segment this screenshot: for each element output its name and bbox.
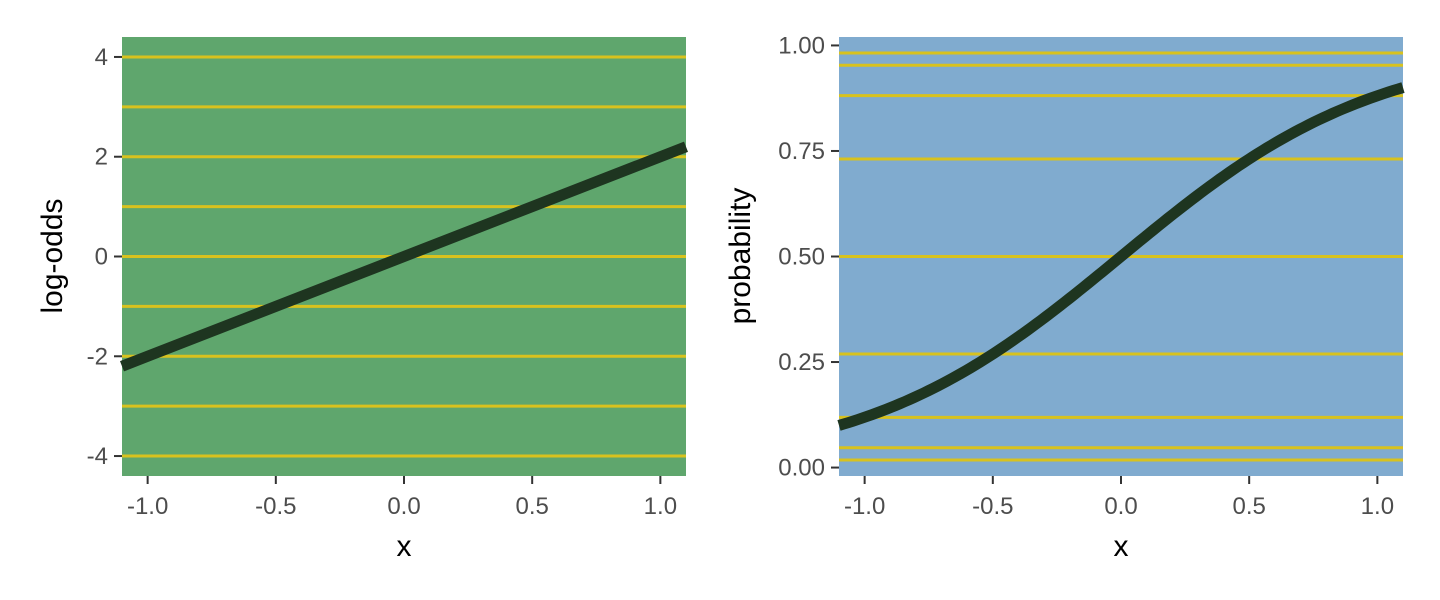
right-y-axis: 0.00 0.25 0.50 0.75 1.00 xyxy=(778,32,839,482)
right-series-line xyxy=(837,82,1405,431)
right-y-tick-label: 0.50 xyxy=(778,244,825,271)
right-chart: 0.00 0.25 0.50 0.75 1.00 -1.0 -0.5 0.0 0.5 1.0 x… xyxy=(724,32,1405,563)
right-x-tick-label: -1.0 xyxy=(844,493,885,520)
right-y-tick-label: 0.75 xyxy=(778,138,825,165)
left-x-tick-label: 0.5 xyxy=(515,493,548,520)
left-chart: -4 -2 0 2 4 -1.0 -0.5 0.0 0.5 1.0 x log-odds xyxy=(36,37,688,563)
right-x-axis-title: x xyxy=(1114,530,1129,563)
right-x-axis: -1.0 -0.5 0.0 0.5 1.0 xyxy=(844,476,1394,520)
left-y-axis: -4 -2 0 2 4 xyxy=(87,44,122,470)
right-series xyxy=(837,82,1405,431)
left-y-tick-label: -2 xyxy=(87,343,108,370)
left-x-tick-label: 0.0 xyxy=(387,493,420,520)
left-y-axis-title: log-odds xyxy=(36,198,69,313)
right-x-tick-label: 0.0 xyxy=(1104,493,1137,520)
left-x-tick-label: -1.0 xyxy=(127,493,168,520)
left-series xyxy=(120,141,688,372)
left-x-tick-label: 1.0 xyxy=(644,493,677,520)
right-x-tick-label: 1.0 xyxy=(1361,493,1394,520)
right-x-tick-label: 0.5 xyxy=(1232,493,1265,520)
left-x-tick-label: -0.5 xyxy=(255,493,296,520)
right-y-tick-label: 0.25 xyxy=(778,349,825,376)
left-gridlines xyxy=(122,55,686,458)
left-x-axis: -1.0 -0.5 0.0 0.5 1.0 xyxy=(127,476,677,520)
right-y-tick-label: 0.00 xyxy=(778,455,825,482)
right-y-tick-label: 1.00 xyxy=(778,32,825,59)
left-x-axis-title: x xyxy=(397,530,412,563)
left-y-tick-label: 4 xyxy=(95,44,108,71)
right-y-axis-title: probability xyxy=(724,188,757,325)
left-y-tick-label: -4 xyxy=(87,443,108,470)
left-y-tick-label: 2 xyxy=(95,144,108,171)
right-x-tick-label: -0.5 xyxy=(972,493,1013,520)
left-series-line xyxy=(120,141,688,372)
left-y-tick-label: 0 xyxy=(95,244,108,271)
